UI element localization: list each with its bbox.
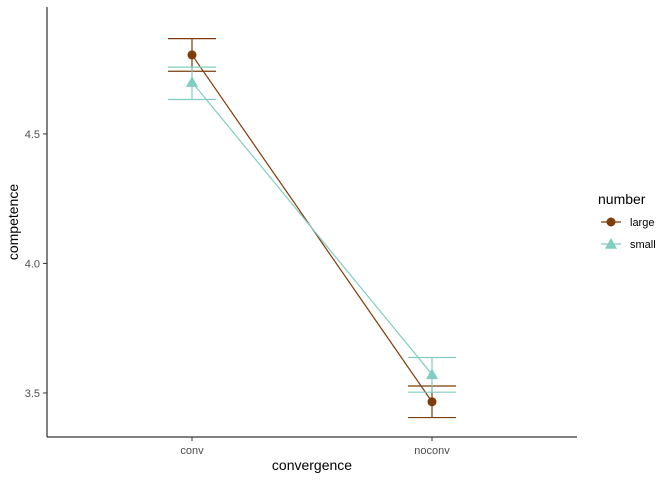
y-axis-title: competence	[5, 184, 21, 260]
legend-label-small: small	[630, 239, 656, 251]
plot-series	[168, 38, 456, 419]
x-tick-label: noconv	[414, 445, 450, 457]
legend-title: number	[598, 191, 646, 207]
y-tick-label: 3.5	[25, 388, 40, 400]
x-ticks: conv noconv	[180, 437, 450, 457]
series-line-small	[191, 81, 433, 375]
data-point-large	[427, 397, 437, 407]
data-point-small	[426, 368, 438, 380]
data-point-large	[187, 50, 197, 60]
legend-label-large: large	[630, 217, 654, 229]
data-point-small	[186, 76, 198, 87]
y-tick-label: 4.0	[25, 258, 40, 270]
x-tick-label: conv	[180, 445, 204, 457]
x-axis-title: convergence	[272, 457, 352, 473]
y-tick-label: 4.5	[25, 129, 40, 141]
legend: number large small	[598, 191, 656, 251]
legend-key-marker-small	[605, 238, 617, 249]
legend-key-marker-large	[606, 217, 616, 227]
y-ticks: 3.5 4.0 4.5	[25, 129, 47, 400]
series-small	[168, 66, 456, 393]
